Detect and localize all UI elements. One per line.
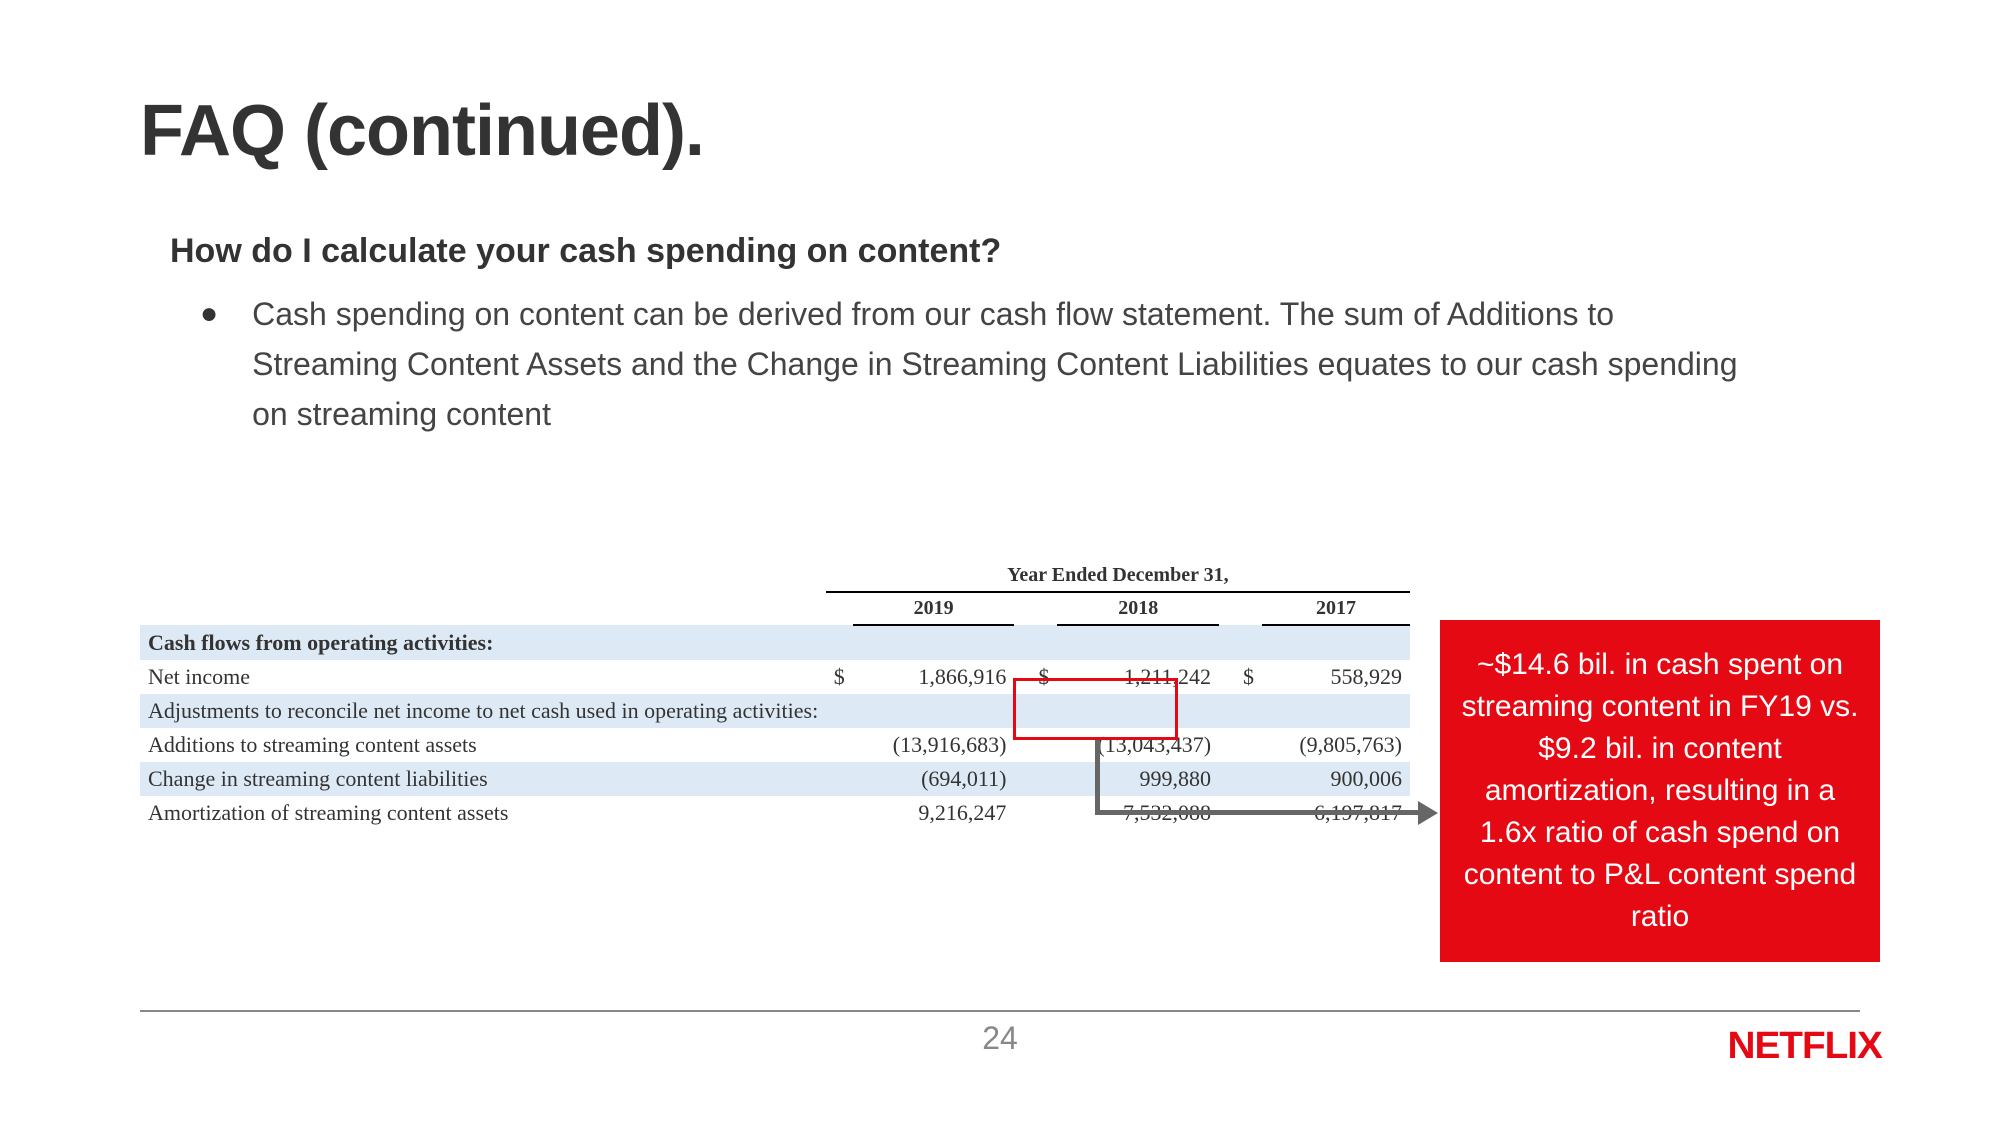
currency-symbol: $ <box>826 660 853 694</box>
bullet-icon: ● <box>200 289 218 439</box>
table-row: Cash flows from operating activities: <box>140 625 1410 660</box>
page-title: FAQ (continued). <box>140 90 1860 172</box>
row-label: Net income <box>140 660 826 694</box>
page-number: 24 <box>0 1020 2000 1057</box>
netflix-logo: NETFLIX <box>1727 1025 1881 1068</box>
faq-question: How do I calculate your cash spending on… <box>170 232 1860 271</box>
section-label: Adjustments to reconcile net income to n… <box>140 694 1410 728</box>
col-year-2: 2017 <box>1262 592 1410 625</box>
row-label: Amortization of streaming content assets <box>140 796 826 830</box>
table-row: Change in streaming content liabilities … <box>140 762 1410 796</box>
faq-bullet-row: ● Cash spending on content can be derive… <box>200 289 1740 439</box>
table-super-header: Year Ended December 31, <box>826 560 1410 592</box>
cashflow-table-wrap: Year Ended December 31, 2019 2018 2017 C… <box>140 560 1410 830</box>
arrow-head-icon <box>1418 801 1438 825</box>
table-row: Additions to streaming content assets (1… <box>140 728 1410 762</box>
cell-value: (694,011) <box>853 762 1015 796</box>
cell-value: 1,866,916 <box>853 660 1015 694</box>
cell-value: (13,043,437) <box>1057 728 1219 762</box>
table-super-header-row: Year Ended December 31, <box>140 560 1410 592</box>
row-label: Additions to streaming content assets <box>140 728 826 762</box>
cell-value: (13,916,683) <box>853 728 1015 762</box>
table-row: Adjustments to reconcile net income to n… <box>140 694 1410 728</box>
footer-divider <box>140 1010 1860 1012</box>
faq-answer: Cash spending on content can be derived … <box>252 289 1740 439</box>
cell-value: 9,216,247 <box>853 796 1015 830</box>
cashflow-table: Year Ended December 31, 2019 2018 2017 C… <box>140 560 1410 830</box>
table-year-row: 2019 2018 2017 <box>140 592 1410 625</box>
row-label: Change in streaming content liabilities <box>140 762 826 796</box>
slide: FAQ (continued). How do I calculate your… <box>0 0 2000 1125</box>
section-label: Cash flows from operating activities: <box>140 625 1410 660</box>
cell-value: 900,006 <box>1262 762 1410 796</box>
cell-value: 999,880 <box>1057 762 1219 796</box>
cell-value: (9,805,763) <box>1262 728 1410 762</box>
currency-symbol: $ <box>1235 660 1262 694</box>
col-year-1: 2018 <box>1057 592 1219 625</box>
currency-symbol: $ <box>1030 660 1057 694</box>
callout-box: ~$14.6 bil. in cash spent on streaming c… <box>1440 620 1880 962</box>
arrow-segment-horiz <box>1095 810 1420 815</box>
arrow-segment-vert <box>1095 740 1100 810</box>
col-year-0: 2019 <box>853 592 1015 625</box>
table-row: Net income $1,866,916 $1,211,242 $558,92… <box>140 660 1410 694</box>
cell-value: 1,211,242 <box>1057 660 1219 694</box>
cell-value: 558,929 <box>1262 660 1410 694</box>
